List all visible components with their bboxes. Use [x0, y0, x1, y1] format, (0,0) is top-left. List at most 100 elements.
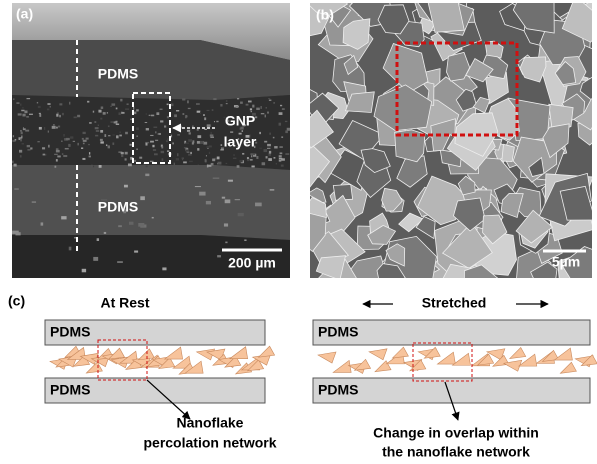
texture	[20, 155, 22, 157]
texture	[106, 144, 107, 146]
texture	[56, 150, 60, 152]
texture	[239, 160, 242, 163]
texture	[133, 107, 134, 110]
texture	[103, 112, 106, 115]
texture	[199, 192, 205, 196]
texture	[54, 154, 58, 155]
texture	[285, 130, 288, 133]
texture	[176, 110, 179, 111]
texture	[153, 149, 156, 150]
texture	[266, 156, 268, 158]
texture	[41, 222, 44, 225]
texture	[125, 158, 127, 160]
texture	[63, 155, 67, 157]
layer-label: PDMS	[318, 324, 358, 340]
texture	[262, 162, 265, 165]
texture	[20, 104, 21, 106]
texture	[259, 148, 262, 149]
texture	[129, 222, 133, 225]
texture	[15, 232, 20, 235]
texture	[39, 114, 41, 117]
texture	[269, 100, 271, 101]
texture	[197, 148, 199, 151]
texture	[30, 147, 32, 149]
texture	[252, 105, 254, 108]
texture	[197, 129, 199, 131]
texture	[261, 113, 264, 114]
texture	[27, 98, 31, 99]
texture	[197, 111, 201, 113]
texture	[212, 109, 214, 110]
texture	[145, 122, 147, 123]
texture	[25, 130, 29, 132]
nanoflake	[369, 349, 387, 360]
texture	[209, 152, 210, 154]
texture	[177, 134, 180, 135]
texture	[108, 135, 110, 136]
texture	[281, 165, 284, 167]
texture	[172, 142, 173, 144]
texture	[256, 108, 260, 110]
texture	[124, 185, 128, 188]
texture	[117, 261, 123, 263]
texture	[182, 158, 183, 161]
texture	[206, 146, 209, 147]
texture	[273, 102, 274, 104]
nanoflake	[437, 352, 455, 364]
texture	[181, 126, 182, 129]
texture	[182, 113, 184, 114]
texture	[114, 121, 118, 123]
texture	[83, 140, 87, 142]
texture	[255, 116, 257, 118]
texture	[226, 163, 228, 164]
texture	[26, 116, 29, 117]
texture	[69, 102, 70, 105]
texture	[96, 130, 99, 132]
nanoflake	[333, 360, 351, 372]
texture	[48, 145, 49, 148]
texture	[200, 112, 201, 114]
texture	[216, 121, 218, 122]
texture	[279, 158, 282, 159]
texture	[47, 103, 50, 104]
texture	[221, 144, 223, 146]
texture	[267, 112, 268, 114]
texture	[250, 159, 253, 160]
texture	[87, 101, 89, 103]
texture	[81, 147, 83, 148]
texture	[161, 146, 163, 148]
annotation: Change in overlap within	[373, 425, 539, 441]
texture	[225, 199, 231, 203]
texture	[198, 165, 199, 166]
texture	[100, 130, 103, 133]
panel-label: (a)	[16, 6, 33, 22]
callout: GNP	[225, 113, 255, 129]
texture	[226, 103, 228, 104]
texture	[120, 99, 122, 102]
texture	[82, 269, 86, 272]
nanoflake	[560, 362, 576, 373]
texture	[212, 159, 215, 162]
texture	[171, 104, 173, 107]
panel-label: (b)	[316, 7, 334, 23]
texture	[89, 122, 92, 124]
texture	[224, 223, 228, 226]
texture	[89, 156, 91, 158]
texture	[213, 98, 216, 100]
texture	[285, 153, 289, 155]
texture	[207, 110, 210, 111]
texture	[268, 158, 272, 161]
texture	[206, 155, 207, 156]
texture	[218, 162, 222, 165]
texture	[77, 115, 80, 117]
texture	[54, 166, 56, 168]
texture	[20, 139, 22, 142]
texture	[104, 134, 106, 137]
texture	[267, 144, 271, 146]
texture	[58, 126, 60, 128]
texture	[59, 103, 62, 105]
texture	[160, 120, 163, 122]
texture	[246, 104, 249, 106]
texture	[273, 137, 275, 138]
texture	[100, 139, 103, 141]
